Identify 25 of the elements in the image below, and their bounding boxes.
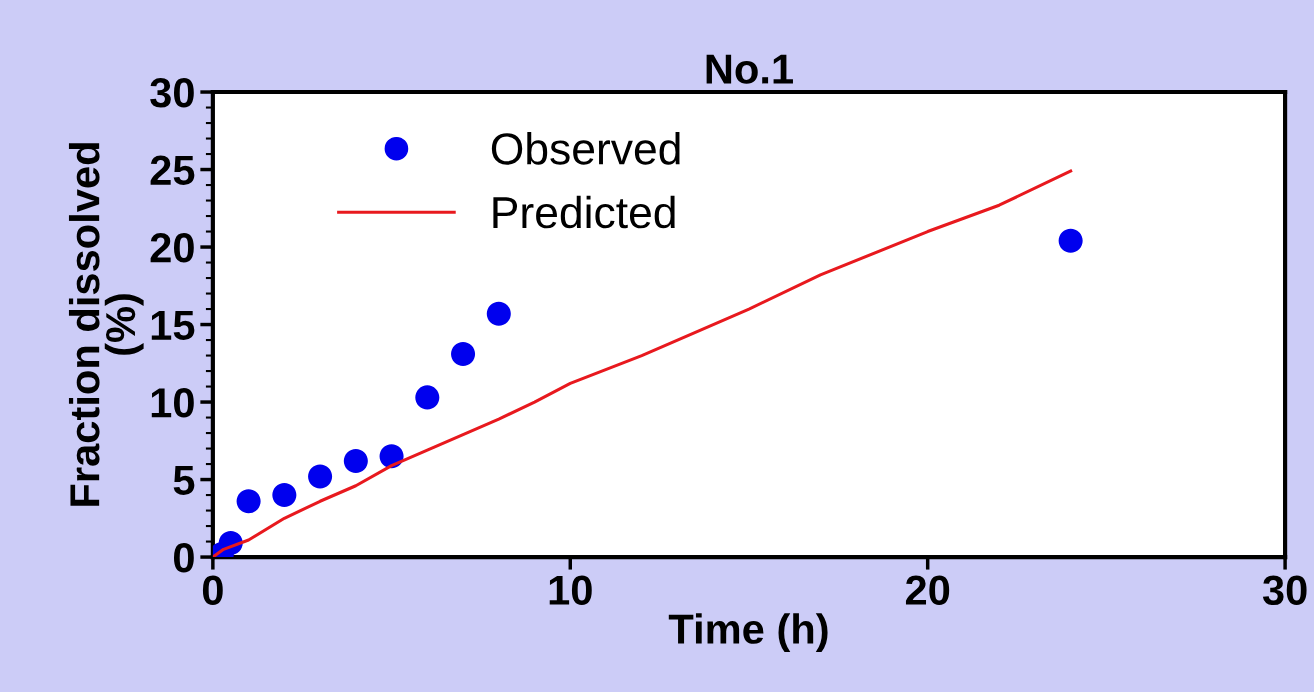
y-tick-label: 0 [173, 543, 194, 573]
chart-title: No.1 [706, 54, 793, 84]
x-axis-title: Time (h) [668, 613, 828, 653]
line-series [212, 169, 1073, 558]
y-tick-label: 5 [173, 465, 195, 496]
legend-label: Predicted [493, 195, 675, 229]
point [272, 483, 297, 508]
point [236, 489, 261, 514]
x-tick-label: 10 [549, 575, 592, 606]
y-tick-label: 10 [151, 388, 194, 418]
y-tick-label: 20 [150, 233, 194, 263]
point [343, 448, 368, 473]
point [486, 301, 511, 326]
point [415, 385, 440, 410]
point [1058, 228, 1083, 253]
x-tick-label: 0 [202, 575, 223, 606]
point [308, 464, 333, 489]
y-tick-label: 30 [150, 78, 194, 108]
point [451, 341, 476, 367]
legend-label: Observed [491, 132, 680, 165]
x-tick-label: 30 [1262, 575, 1307, 606]
y-tick-label: 25 [150, 155, 195, 186]
y-tick-label: 15 [151, 310, 195, 341]
x-tick-label: 20 [905, 575, 950, 606]
y-axis-title: Fraction dissolved (%) [68, 143, 144, 506]
